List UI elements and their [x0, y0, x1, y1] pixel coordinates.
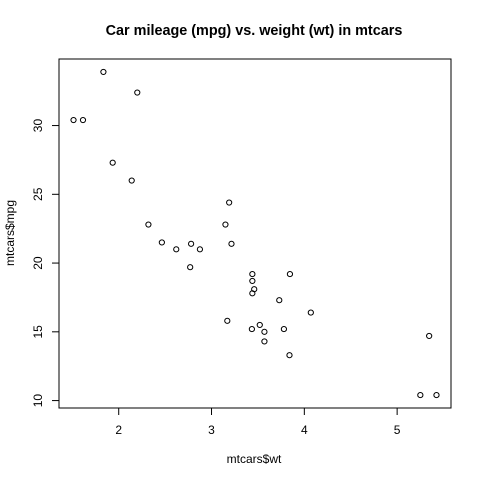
data-point [173, 246, 180, 253]
data-point [249, 270, 256, 278]
data-point [70, 116, 77, 124]
y-tick-label: 20 [31, 256, 45, 270]
data-point [256, 321, 263, 329]
y-axis-label: mtcars$mpg [3, 200, 17, 266]
data-point [307, 309, 314, 316]
data-point [187, 264, 194, 271]
y-tick-label: 30 [31, 119, 45, 133]
data-point [79, 116, 87, 124]
x-tick-label: 3 [208, 423, 215, 437]
chart-title: Car mileage (mpg) vs. weight (wt) in mtc… [106, 23, 403, 39]
data-point [433, 391, 440, 399]
data-point [249, 290, 256, 297]
data-point [228, 240, 235, 247]
data-point [280, 325, 288, 333]
data-point [276, 297, 283, 304]
data-point [196, 246, 204, 253]
data-point [100, 68, 107, 76]
y-tick-label: 15 [31, 325, 45, 339]
data-point [417, 391, 424, 399]
data-point [188, 240, 195, 247]
data-point [145, 221, 152, 228]
y-tick-label: 10 [31, 394, 45, 408]
data-point [226, 199, 233, 206]
data-point [128, 177, 135, 184]
x-axis-label: mtcars$wt [227, 452, 282, 466]
data-point [224, 317, 231, 324]
data-point [261, 338, 268, 345]
data-point [158, 239, 165, 246]
x-tick-label: 2 [115, 423, 122, 437]
data-points [70, 68, 440, 399]
data-point [109, 159, 116, 166]
data-point [248, 325, 255, 333]
data-point [261, 328, 268, 335]
data-point [222, 221, 229, 228]
y-axis: 10 15 20 25 30 [31, 119, 60, 408]
y-tick-label: 25 [31, 187, 45, 201]
data-point [426, 332, 433, 340]
data-point [286, 352, 293, 359]
data-point [134, 89, 141, 96]
data-point [249, 277, 256, 285]
x-tick-label: 5 [394, 423, 401, 437]
data-point [286, 270, 294, 278]
x-tick-label: 4 [301, 423, 308, 437]
x-axis: 2 3 4 5 [115, 407, 401, 437]
